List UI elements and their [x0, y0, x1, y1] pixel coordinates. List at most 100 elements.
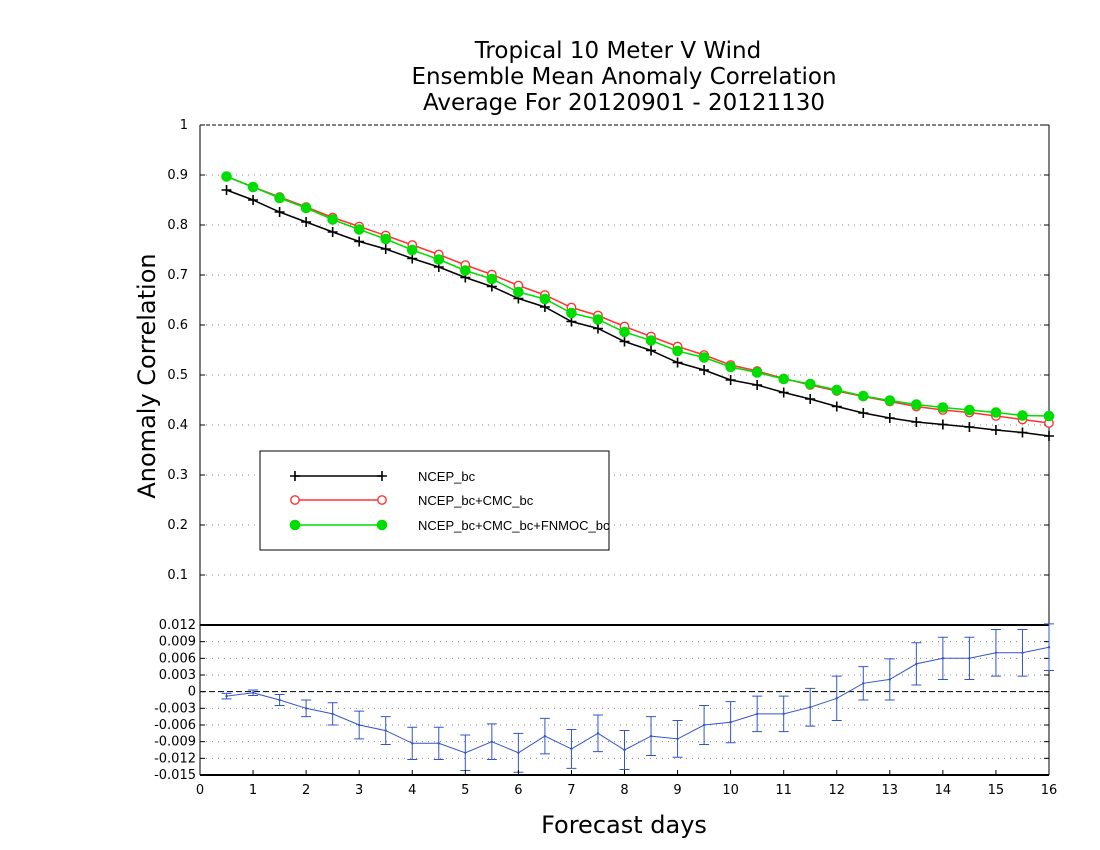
x-tick-label: 6	[514, 783, 522, 798]
data-point	[331, 712, 334, 716]
data-point	[702, 723, 706, 727]
data-point	[384, 729, 387, 732]
data-point-marker	[513, 286, 524, 298]
y-tick-label: 0.8	[167, 218, 188, 233]
data-point-marker	[804, 378, 816, 390]
series-line	[226, 189, 1050, 437]
data-point-marker	[274, 192, 285, 204]
x-tick-label: 7	[567, 783, 575, 798]
data-point-marker	[376, 519, 388, 531]
data-point	[968, 657, 971, 660]
y-tick-label: 0.3	[167, 468, 188, 483]
data-point-marker	[672, 345, 683, 357]
data-point-marker	[406, 244, 418, 256]
legend-entry: NCEP_bc+CMC_bc	[290, 493, 534, 508]
data-point	[251, 691, 255, 694]
y-tick-label: 0.7	[167, 268, 188, 283]
data-point	[755, 712, 759, 716]
data-point-marker	[221, 171, 232, 182]
chart-title-line-2: Ensemble Mean Anomaly Correlation	[411, 64, 836, 90]
y-tick-label: 0.009	[159, 635, 196, 650]
data-point-marker	[645, 335, 657, 346]
data-point-marker	[672, 357, 683, 368]
data-point	[490, 740, 494, 743]
data-point-marker	[289, 519, 301, 531]
data-point-marker	[290, 471, 300, 481]
data-point-marker	[377, 495, 387, 505]
data-point-marker	[752, 380, 763, 390]
data-point-marker	[778, 373, 789, 385]
x-tick-label: 14	[935, 783, 952, 798]
data-point-marker	[831, 384, 843, 396]
data-point-marker	[911, 399, 922, 410]
data-point-marker	[592, 314, 604, 325]
data-point-marker	[300, 202, 312, 214]
series-line	[226, 175, 1050, 424]
data-point-marker	[725, 361, 736, 373]
data-point-marker	[1017, 427, 1028, 438]
data-point-marker	[433, 254, 445, 265]
data-point	[888, 678, 892, 681]
x-tick-label: 4	[408, 783, 416, 798]
data-point-marker	[619, 326, 630, 338]
x-tick-label: 2	[302, 783, 310, 798]
legend: NCEP_bc NCEP_bc+CMC_bc NCEP_bc+CMC_bc+FNMO…	[259, 450, 610, 551]
data-point-marker	[460, 265, 471, 276]
x-tick-label: 16	[1041, 783, 1058, 798]
series-0	[221, 185, 1054, 441]
data-point	[623, 748, 626, 752]
x-tick-label: 12	[828, 783, 845, 798]
data-point	[437, 742, 440, 745]
y-tick-label: 0.006	[159, 651, 196, 666]
x-tick-label: 15	[988, 783, 1005, 798]
data-point-marker	[937, 419, 948, 430]
data-point-marker	[831, 401, 842, 412]
data-point-marker	[301, 217, 312, 227]
data-point-marker	[911, 417, 922, 427]
data-point-marker	[857, 390, 869, 402]
data-point-marker	[377, 471, 387, 481]
data-point	[729, 721, 732, 724]
chart-title-line-1: Tropical 10 Meter V Wind	[474, 38, 761, 64]
legend-entry: NCEP_bc+CMC_bc+FNMOC_bc	[289, 518, 610, 533]
data-point	[915, 662, 918, 666]
data-point	[570, 747, 573, 751]
data-point-marker	[486, 273, 498, 285]
data-point-marker	[884, 395, 896, 406]
data-point-marker	[990, 407, 1002, 418]
x-tick-label: 3	[355, 783, 363, 798]
data-point-marker	[248, 195, 259, 205]
difference-panel: 0.0120.0090.0060.0030-0.003-0.006-0.009-…	[154, 618, 1054, 783]
y-tick-label: 1	[180, 118, 188, 133]
x-axis: 0 1 2 3 4 5 6 7 8 9 10 11 12 13 14 15 16	[196, 770, 1057, 798]
chart-title-line-3: Average For 20120901 - 20121130	[423, 90, 825, 116]
x-tick-label: 11	[775, 783, 792, 798]
data-point-marker	[964, 422, 975, 432]
x-axis-label: Forecast days	[541, 811, 707, 839]
legend-label: NCEP_bc+CMC_bc	[418, 493, 534, 508]
y-tick-label: 0.003	[159, 668, 196, 683]
data-point	[1047, 646, 1051, 649]
data-point	[782, 712, 785, 716]
data-point-marker	[884, 413, 895, 423]
difference-line	[226, 646, 1050, 754]
x-tick-label: 13	[882, 783, 899, 798]
data-point	[596, 732, 600, 735]
data-point-marker	[592, 323, 603, 334]
data-point	[862, 682, 865, 685]
legend-entry: NCEP_bc	[290, 469, 476, 484]
data-point-marker	[290, 495, 300, 505]
data-point-marker	[380, 244, 391, 254]
data-point-marker	[778, 387, 789, 398]
data-point	[517, 751, 520, 754]
series-line	[226, 175, 1050, 417]
y-tick-label: 0.4	[167, 418, 188, 433]
legend-label: NCEP_bc	[418, 469, 476, 484]
data-point-marker	[725, 375, 736, 385]
data-point-marker	[698, 352, 710, 363]
data-point	[1021, 651, 1024, 654]
x-tick-label: 9	[673, 783, 681, 798]
y-tick-label: 0.1	[167, 568, 188, 583]
data-point	[357, 723, 361, 727]
y-tick-label: 0.6	[167, 318, 188, 333]
